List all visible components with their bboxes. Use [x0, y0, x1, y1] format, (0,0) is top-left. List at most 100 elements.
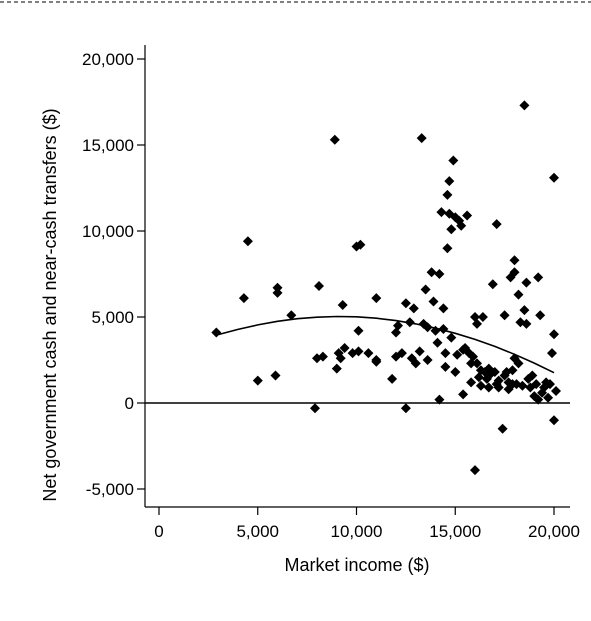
data-point: [286, 310, 297, 321]
data-point: [440, 348, 451, 359]
data-point: [499, 310, 510, 321]
data-point: [335, 353, 346, 364]
data-point: [545, 379, 555, 390]
data-point: [339, 343, 350, 353]
data-point: [314, 281, 324, 291]
data-point: [468, 351, 478, 362]
y-tick-label: 20,000: [82, 50, 134, 69]
data-point: [462, 210, 473, 221]
data-point: [521, 318, 532, 329]
fitted-curve: [216, 315, 555, 374]
y-tick-label: 5,000: [91, 308, 134, 327]
data-point: [432, 337, 443, 348]
data-point: [310, 403, 320, 414]
x-tick-label: 5,000: [236, 522, 279, 541]
x-tick-label: 10,000: [331, 522, 383, 541]
data-point: [416, 133, 427, 144]
data-point: [493, 375, 504, 386]
data-point: [363, 348, 374, 359]
data-point: [477, 312, 488, 322]
data-point: [527, 370, 538, 381]
data-point: [509, 267, 520, 278]
data-point: [491, 219, 502, 230]
data-point: [448, 155, 459, 166]
data-point: [489, 367, 500, 377]
data-point: [331, 363, 342, 374]
data-point: [521, 277, 532, 288]
data-point: [410, 358, 421, 369]
data-point: [426, 267, 437, 278]
data-point: [396, 348, 407, 359]
axes: -5,000 0 5,000 10,000 15,000 20,000 0 5,000 10,0…: [82, 45, 580, 541]
y-tick-label: 0: [125, 394, 134, 413]
data-point: [430, 325, 441, 336]
data-point: [329, 134, 340, 145]
data-point: [444, 176, 455, 187]
data-point: [493, 382, 504, 393]
data-point: [509, 255, 520, 266]
data-point: [420, 284, 431, 295]
data-point: [547, 348, 557, 359]
data-point: [472, 358, 482, 369]
y-tick-label: 10,000: [82, 222, 134, 241]
x-tick-label: 20,000: [528, 522, 580, 541]
data-point: [549, 329, 559, 340]
data-point: [470, 465, 480, 476]
data-point: [549, 415, 559, 426]
data-point: [422, 355, 433, 365]
data-point: [446, 224, 457, 235]
data-point: [533, 272, 544, 283]
data-point: [422, 322, 433, 333]
data-point: [393, 320, 403, 331]
data-point: [404, 317, 415, 328]
data-point: [408, 303, 419, 314]
data-point: [543, 392, 554, 403]
data-point: [487, 279, 498, 290]
data-point: [252, 375, 263, 386]
y-tick-label: 15,000: [82, 136, 134, 155]
data-point: [517, 380, 528, 391]
x-axis-title: Market income ($): [284, 555, 429, 575]
data-point: [317, 351, 328, 362]
data-point: [400, 298, 411, 309]
data-point: [440, 361, 451, 372]
data-point: [438, 303, 449, 314]
data-point: [436, 207, 447, 218]
data-point: [513, 358, 524, 369]
data-point: [414, 346, 425, 357]
data-point: [513, 289, 524, 300]
data-point: [353, 346, 364, 357]
data-point: [456, 220, 467, 231]
data-point: [551, 386, 561, 396]
data-point: [450, 367, 461, 377]
data-point: [452, 349, 463, 360]
x-tick-label: 15,000: [429, 522, 481, 541]
data-point: [466, 377, 477, 388]
data-point: [458, 389, 469, 400]
data-point: [535, 310, 546, 321]
data-point: [242, 236, 253, 247]
data-point: [531, 379, 542, 390]
data-point: [355, 239, 366, 250]
data-point: [442, 243, 453, 254]
data-point: [549, 172, 559, 183]
data-point: [272, 282, 283, 293]
data-point: [472, 318, 482, 329]
data-point: [434, 269, 445, 279]
y-tick-label: -5,000: [86, 480, 134, 499]
data-point: [507, 365, 518, 376]
plot-area: [145, 100, 570, 476]
data-point: [519, 305, 530, 316]
data-point: [371, 293, 382, 304]
y-axis-title: Net government cash and near-cash transf…: [40, 108, 60, 501]
data-point: [483, 382, 494, 393]
data-point: [270, 370, 281, 381]
data-point: [446, 332, 457, 343]
data-point: [442, 189, 453, 200]
data-point: [387, 373, 398, 384]
data-point: [438, 324, 449, 334]
data-point: [272, 287, 283, 298]
data-point: [337, 300, 348, 310]
data-point: [434, 394, 445, 405]
